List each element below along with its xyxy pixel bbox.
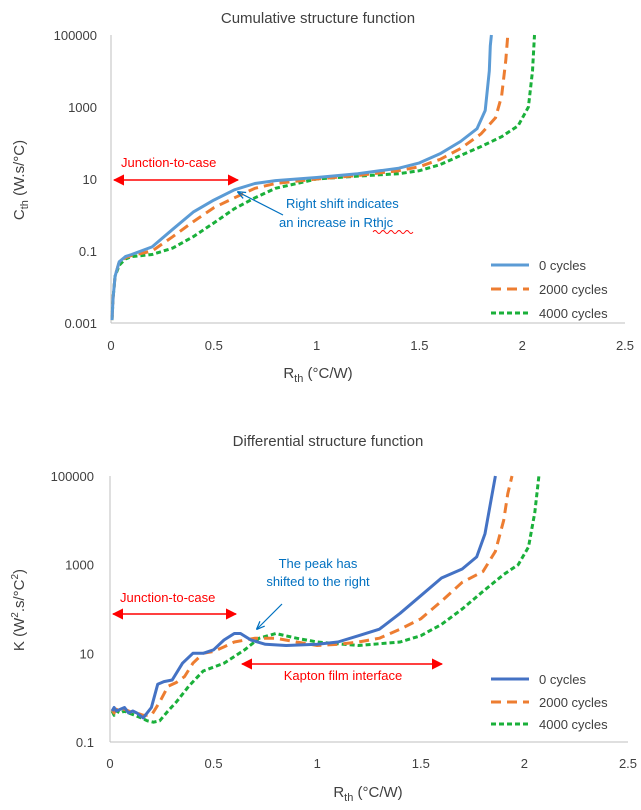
- y-tick-labels: 100000 1000 10 0.1 0.001: [54, 28, 97, 331]
- x-tick-label: 0: [107, 338, 114, 353]
- junction-to-case-label: Junction-to-case: [120, 590, 215, 605]
- y-tick-label: 0.001: [64, 316, 97, 331]
- annotations: Junction-to-case Kapton film interface T…: [111, 556, 444, 683]
- x-tick-labels: 0 0.5 1 1.5 2 2.5: [107, 338, 634, 353]
- chart-title: Cumulative structure function: [221, 10, 415, 27]
- legend-label-4000-cycles: 4000 cycles: [539, 306, 608, 321]
- y-axis-label: K (W2.s/°C2): [10, 569, 28, 651]
- x-tick-label: 1.5: [410, 338, 428, 353]
- legend-label-4000-cycles: 4000 cycles: [539, 717, 608, 732]
- legend-label-2000-cycles: 2000 cycles: [539, 695, 608, 710]
- chart-title: Differential structure function: [233, 433, 424, 450]
- y-tick-label: 100000: [51, 469, 94, 484]
- x-tick-label: 2: [519, 338, 526, 353]
- right-shift-annotation-line1: Right shift indicates: [286, 196, 399, 211]
- y-axis-label: Cth (W.s/°C): [11, 140, 31, 220]
- peak-shift-annotation-line1: The peak has: [279, 556, 358, 571]
- x-tick-label: 0.5: [205, 756, 223, 771]
- x-axis-label: Rth (°C/W): [283, 365, 352, 385]
- x-tick-label: 2.5: [619, 756, 637, 771]
- x-axis-label: Rth (°C/W): [333, 784, 402, 804]
- series-line-0-cycles: [110, 475, 497, 720]
- junction-to-case-label: Junction-to-case: [121, 155, 216, 170]
- x-tick-label: 0.5: [205, 338, 223, 353]
- annotations: Junction-to-case Right shift indicates a…: [112, 155, 414, 234]
- legend-label-0-cycles: 0 cycles: [539, 672, 586, 687]
- legend: 0 cycles 2000 cycles 4000 cycles: [491, 258, 608, 321]
- spellcheck-underline: [372, 230, 414, 234]
- legend: 0 cycles 2000 cycles 4000 cycles: [491, 672, 608, 732]
- cumulative-structure-chart: Cumulative structure function 100000 100…: [11, 10, 634, 385]
- x-tick-labels: 0 0.5 1 1.5 2 2.5: [106, 756, 637, 771]
- kapton-film-label: Kapton film interface: [284, 668, 403, 683]
- peak-shift-arrow: [257, 603, 283, 629]
- series-line-0-cycles: [110, 34, 493, 321]
- x-tick-label: 0: [106, 756, 113, 771]
- x-tick-label: 1.5: [412, 756, 430, 771]
- legend-label-0-cycles: 0 cycles: [539, 258, 586, 273]
- series-lines: [110, 34, 536, 321]
- legend-label-2000-cycles: 2000 cycles: [539, 282, 608, 297]
- y-tick-label: 0.1: [79, 244, 97, 259]
- y-tick-label: 10: [80, 646, 94, 661]
- series-lines: [110, 475, 541, 724]
- y-tick-label: 100000: [54, 28, 97, 43]
- y-tick-label: 1000: [65, 558, 94, 573]
- differential-structure-chart: Differential structure function 100000 1…: [10, 433, 637, 804]
- x-tick-label: 2.5: [616, 338, 634, 353]
- axes: [109, 476, 628, 743]
- y-tick-label: 1000: [68, 100, 97, 115]
- right-shift-annotation-line2: an increase in Rthjc: [279, 215, 394, 230]
- y-tick-label: 0.1: [76, 735, 94, 750]
- axes: [110, 35, 625, 324]
- right-shift-arrow: [238, 192, 284, 216]
- y-tick-labels: 100000 1000 10 0.1: [51, 469, 94, 750]
- x-tick-label: 1: [314, 756, 321, 771]
- peak-shift-annotation-line2: shifted to the right: [266, 574, 370, 589]
- x-tick-label: 1: [313, 338, 320, 353]
- y-tick-label: 10: [83, 172, 97, 187]
- x-tick-label: 2: [521, 756, 528, 771]
